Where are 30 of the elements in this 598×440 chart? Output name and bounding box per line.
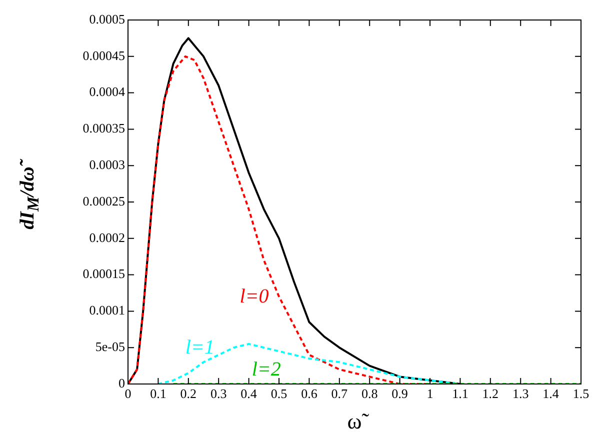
x-tick-label: 1.1	[452, 386, 468, 402]
x-tick-label: 0.9	[392, 386, 408, 402]
x-tick-label: 1	[426, 386, 434, 402]
x-tick-label: 1.3	[512, 386, 529, 402]
series-label: l=0	[240, 285, 269, 308]
series-label: l=1	[185, 336, 214, 358]
x-tick-label: 0.7	[331, 386, 348, 402]
y-tick-label: 0.00025	[82, 193, 125, 208]
x-tick-label: 0.8	[361, 386, 378, 402]
y-tick-label: 5e-05	[95, 339, 125, 354]
x-tick-label: 0.6	[301, 386, 318, 402]
y-tick-label: 0.0003	[89, 157, 125, 172]
x-tick-label: 1.4	[542, 386, 560, 402]
y-tick-label: 0.00015	[82, 266, 125, 282]
y-tick-label: 0.00045	[82, 48, 125, 63]
x-tick-label: 0.2	[180, 386, 197, 402]
x-tick-label: 0.1	[150, 386, 166, 402]
x-tick-label: 0.3	[210, 386, 227, 402]
x-tick-label: 0.4	[240, 386, 258, 402]
series-label: l=2	[252, 358, 281, 380]
x-tick-label: 0.5	[270, 386, 288, 402]
x-axis-title: ω̃	[347, 408, 370, 434]
x-tick-label: 1.2	[482, 386, 499, 402]
y-tick-label: 0	[118, 375, 125, 390]
y-tick-label: 0.0001	[89, 302, 125, 318]
y-tick-label: 0.0004	[89, 84, 126, 100]
x-tick-label: 1.5	[572, 386, 590, 402]
y-tick-label: 0.00035	[82, 120, 125, 136]
y-tick-label: 0.0005	[89, 11, 125, 26]
y-tick-label: 0.0002	[89, 230, 125, 245]
